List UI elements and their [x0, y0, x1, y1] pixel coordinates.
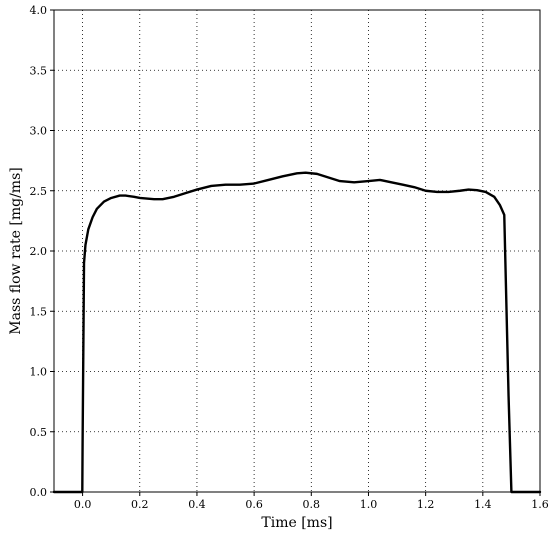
- x-tick-label: 0.8: [303, 498, 321, 511]
- x-tick-label: 1.6: [531, 498, 549, 511]
- x-axis: 0.0 0.2 0.4 0.6 0.8 1.0 1.2 1.4 1.6: [74, 492, 549, 511]
- y-tick-label: 0.5: [30, 426, 48, 439]
- y-tick-label: 2.5: [30, 185, 48, 198]
- series-layer: [52, 171, 542, 494]
- y-axis-label: Mass flow rate [mg/ms]: [8, 167, 24, 334]
- y-tick-label: 1.5: [30, 305, 48, 318]
- x-tick-label: 1.4: [474, 498, 492, 511]
- y-tick-label: 3.0: [30, 125, 48, 138]
- x-tick-label: 1.0: [360, 498, 378, 511]
- grid: [54, 9, 541, 493]
- mass-flow-line: [52, 171, 542, 494]
- y-tick-label: 3.5: [30, 64, 48, 77]
- x-tick-label: 0.4: [188, 498, 206, 511]
- x-tick-label: 1.2: [417, 498, 435, 511]
- y-axis: 0.0 0.5 1.0 1.5 2.0 2.5 3.0 3.5 4.0: [30, 4, 54, 499]
- y-tick-label: 2.0: [30, 245, 48, 258]
- x-tick-label: 0.0: [74, 498, 92, 511]
- y-tick-label: 0.0: [30, 486, 48, 499]
- x-axis-label: Time [ms]: [261, 515, 332, 531]
- y-tick-label: 1.0: [30, 366, 48, 379]
- x-tick-label: 0.2: [131, 498, 149, 511]
- y-tick-label: 4.0: [30, 4, 48, 17]
- x-tick-label: 0.6: [245, 498, 263, 511]
